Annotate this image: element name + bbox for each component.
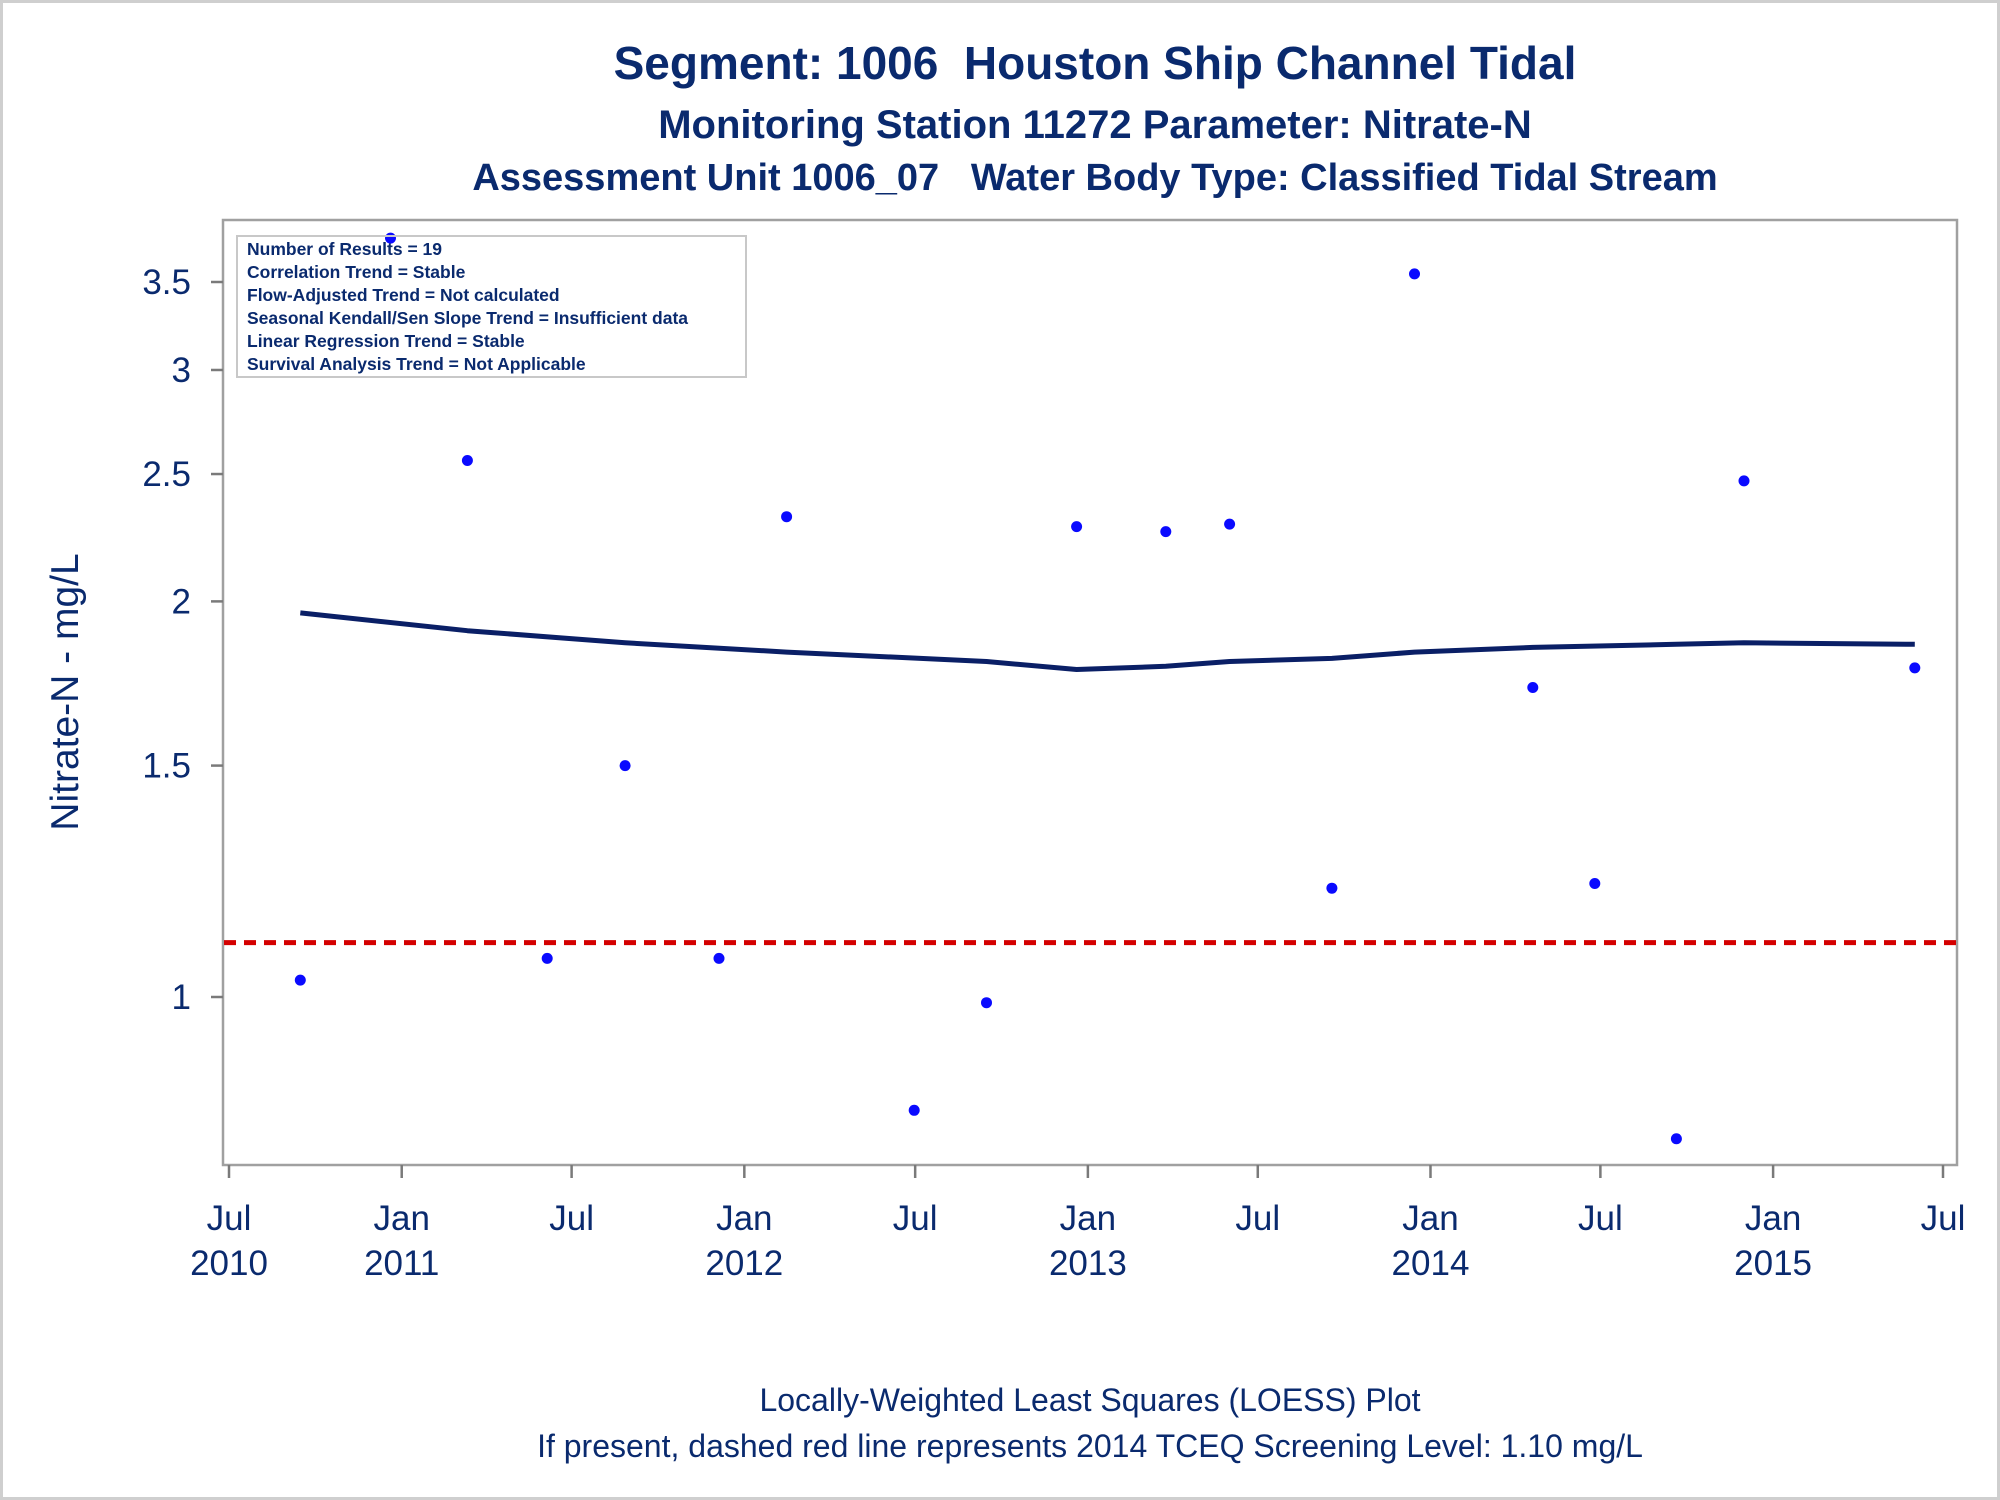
- x-tick-year-label: 2012: [705, 1244, 783, 1283]
- data-point: [781, 511, 793, 523]
- data-point: [1909, 662, 1921, 674]
- data-point: [1160, 526, 1172, 538]
- data-point: [1670, 1133, 1682, 1145]
- x-tick-month-label: Jul: [893, 1199, 938, 1238]
- x-tick-year-label: 2011: [364, 1244, 439, 1283]
- data-point: [713, 952, 725, 964]
- y-tick-label: 2.5: [142, 455, 191, 494]
- y-tick-label: 1: [172, 978, 191, 1017]
- x-axis: Jul 2010 Jan 2011 Jul Jan 2012 Jul Jan 2013 Jul Jan…: [190, 1165, 1965, 1283]
- y-axis: 1 1.5 2 2.5 3 3.5: [142, 263, 223, 1017]
- x-tick-year-label: 2014: [1392, 1244, 1470, 1283]
- footnote-screening-level: If present, dashed red line represents 2…: [537, 1428, 1643, 1464]
- x-tick-month-label: Jan: [716, 1199, 772, 1238]
- stat-flow-adjusted-trend: Flow-Adjusted Trend = Not calculated: [247, 285, 560, 305]
- data-point: [1589, 878, 1601, 889]
- data-point: [294, 974, 306, 986]
- x-tick-month-label: Jan: [373, 1199, 429, 1238]
- stats-box: Number of Results = 19 Correlation Trend…: [236, 235, 747, 378]
- data-point: [1738, 475, 1750, 487]
- x-tick-month-label: Jan: [1402, 1199, 1458, 1238]
- stats-box-border: [236, 235, 747, 378]
- data-points: [294, 232, 1921, 1145]
- data-point: [981, 997, 992, 1009]
- x-tick-month-label: Jul: [1578, 1199, 1623, 1238]
- data-point: [1409, 268, 1420, 280]
- data-point: [1224, 518, 1236, 530]
- y-tick-label: 3.5: [142, 263, 191, 302]
- stat-number-of-results: Number of Results = 19: [247, 239, 442, 259]
- x-tick-month-label: Jul: [549, 1199, 594, 1238]
- stat-linear-regression-trend: Linear Regression Trend = Stable: [247, 331, 525, 351]
- y-tick-label: 3: [172, 351, 191, 390]
- data-point: [1326, 882, 1338, 894]
- x-tick-year-label: 2015: [1734, 1244, 1812, 1283]
- data-point: [1527, 682, 1539, 693]
- x-tick-month-label: Jan: [1060, 1199, 1116, 1238]
- x-tick-month-label: Jul: [1921, 1199, 1966, 1238]
- x-tick-year-label: 2010: [190, 1244, 268, 1283]
- y-axis-label: Nitrate-N - mg/L: [44, 553, 87, 830]
- data-point: [541, 952, 553, 964]
- footnote-loess: Locally-Weighted Least Squares (LOESS) P…: [759, 1382, 1420, 1418]
- stat-seasonal-kendall-trend: Seasonal Kendall/Sen Slope Trend = Insuf…: [247, 308, 688, 328]
- data-point: [1071, 521, 1083, 533]
- data-point: [619, 760, 631, 772]
- x-tick-month-label: Jul: [1235, 1199, 1280, 1238]
- loess-line: [300, 610, 1915, 672]
- chart-subtitle-1: Monitoring Station 11272 Parameter: Nitr…: [658, 103, 1532, 147]
- chart-subtitle-2: Assessment Unit 1006_07 Water Body Type:…: [472, 157, 1717, 199]
- x-tick-month-label: Jul: [207, 1199, 252, 1238]
- data-point: [461, 455, 473, 466]
- x-tick-month-label: Jan: [1745, 1199, 1801, 1238]
- y-tick-label: 2: [172, 582, 191, 621]
- stat-survival-analysis-trend: Survival Analysis Trend = Not Applicable: [247, 354, 586, 374]
- x-tick-year-label: 2013: [1049, 1244, 1127, 1283]
- chart-title: Segment: 1006 Houston Ship Channel Tidal: [614, 37, 1577, 89]
- data-point: [908, 1104, 920, 1116]
- y-tick-label: 1.5: [142, 747, 191, 786]
- stat-correlation-trend: Correlation Trend = Stable: [247, 262, 466, 282]
